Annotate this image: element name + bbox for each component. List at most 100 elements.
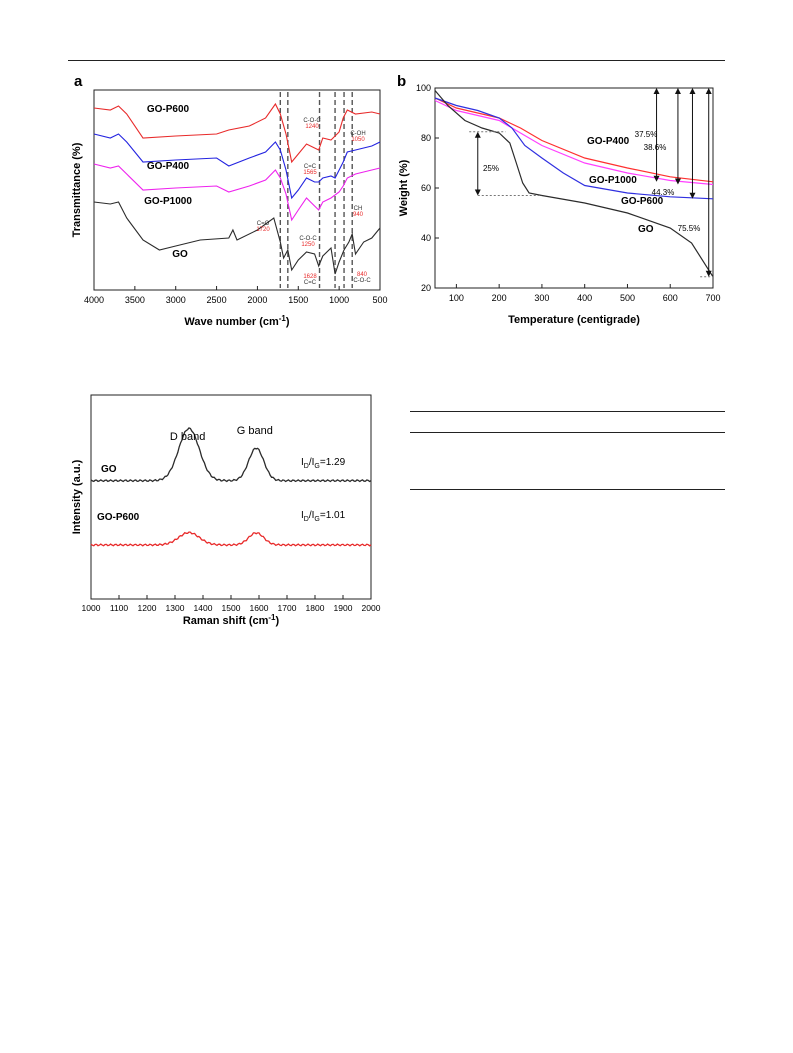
tga-percent-label: 38.6% <box>644 143 667 152</box>
ftir-annotation: C-O-C <box>299 236 317 242</box>
ftir-annotation: 940 <box>353 212 364 218</box>
ftir-ylabel: Transmittance (%) <box>71 142 83 237</box>
ftir-annotation: 1565 <box>303 170 317 176</box>
tga-series-go-p400 <box>434 97 714 183</box>
raman-ylabel: Intensity (a.u.) <box>71 459 83 534</box>
ftir-xtick-label: 3000 <box>166 295 186 305</box>
ftir-annotation: CH <box>354 206 363 212</box>
ftir-series-label: GO <box>172 249 188 260</box>
ftir-annotation: 1050 <box>351 137 365 143</box>
ftir-annotation: C=O <box>257 221 270 227</box>
ftir-series-go-p1000 <box>93 163 381 222</box>
raman-xlabel: Raman shift (cm-1) <box>183 613 280 627</box>
raman-band-label: G band <box>237 425 273 437</box>
ftir-series-label: GO-P1000 <box>144 196 192 207</box>
ftir-annotation: 840 <box>357 272 368 278</box>
tga-ylabel: Weight (%) <box>398 159 410 216</box>
tga-arrow-head <box>674 88 681 94</box>
raman-xtick-label: 1500 <box>222 603 241 613</box>
tga-ytick-label: 40 <box>421 233 431 243</box>
tga-xtick-label: 500 <box>620 293 635 303</box>
table-top-rule <box>410 411 725 412</box>
ftir-xtick-label: 1500 <box>288 295 308 305</box>
tga-arrow-head <box>705 88 712 94</box>
raman-ratio-label: ID/IG=1.29 <box>301 457 346 470</box>
tga-series-label: GO-P400 <box>587 136 630 147</box>
raman-xtick-label: 1600 <box>250 603 269 613</box>
tga-arrow-head <box>653 88 660 94</box>
tga-ytick-label: 20 <box>421 283 431 293</box>
tga-ytick-label: 60 <box>421 183 431 193</box>
raman-xtick-label: 1000 <box>82 603 101 613</box>
raman-xtick-label: 1900 <box>334 603 353 613</box>
ftir-xtick-label: 2500 <box>207 295 227 305</box>
header-rule <box>68 60 725 61</box>
ftir-series-label: GO-P600 <box>147 104 190 115</box>
ftir-annotation: C=C <box>304 164 317 170</box>
tga-arrow-head <box>689 192 696 199</box>
raman-xtick-label: 1400 <box>194 603 213 613</box>
table-header-rule <box>410 432 725 433</box>
tga-xtick-label: 700 <box>705 293 720 303</box>
tga-arrow-head <box>474 189 481 196</box>
tga-arrow-head <box>689 88 696 94</box>
tga-series-label: GO <box>638 224 654 235</box>
ftir-xtick-label: 1000 <box>329 295 349 305</box>
tga-percent-label: 75.5% <box>678 224 701 233</box>
tga-xtick-label: 100 <box>449 293 464 303</box>
ftir-xtick-label: 3500 <box>125 295 145 305</box>
ftir-series-go <box>93 201 381 275</box>
tga-xtick-label: 400 <box>577 293 592 303</box>
raman-band-label: D band <box>170 431 205 443</box>
panel-b-letter: b <box>397 73 406 90</box>
tga-arrow-head <box>674 178 681 185</box>
raman-series-go <box>90 427 372 483</box>
raman-xtick-label: 1800 <box>306 603 325 613</box>
ftir-annotation: C=C <box>304 280 317 286</box>
raman-xtick-label: 1100 <box>110 603 129 613</box>
tga-arrow-head <box>474 131 481 138</box>
tga-chart: b 100 200 300 400 500 600 700 20 40 60 80 100 GO-P4… <box>397 73 721 326</box>
tga-series-go <box>434 90 714 278</box>
ftir-xlabel: Wave number (cm-1) <box>184 314 289 328</box>
ftir-xtick-label: 2000 <box>247 295 267 305</box>
tga-arrow-head <box>653 175 660 182</box>
ftir-series-go-p400 <box>93 133 381 200</box>
ftir-annotation: 1720 <box>256 227 270 233</box>
tga-xlabel: Temperature (centigrade) <box>508 314 640 326</box>
ftir-annotation: 1250 <box>301 242 315 248</box>
raman-series-label: GO-P600 <box>97 512 140 523</box>
tga-xtick-label: 600 <box>663 293 678 303</box>
tga-xtick-label: 200 <box>492 293 507 303</box>
tga-percent-label: 44.3% <box>652 188 675 197</box>
table-bottom-rule <box>410 489 725 490</box>
raman-xtick-label: 1200 <box>138 603 157 613</box>
tga-xtick-label: 300 <box>534 293 549 303</box>
raman-series-go-p600 <box>90 531 372 547</box>
tga-series-go-p1000 <box>434 99 714 186</box>
raman-xtick-label: 1300 <box>166 603 185 613</box>
tga-series-label: GO-P600 <box>621 196 664 207</box>
tga-series-label: GO-P1000 <box>589 175 637 186</box>
ftir-xtick-label: 500 <box>372 295 387 305</box>
raman-xtick-label: 2000 <box>362 603 381 613</box>
ftir-chart: a 4000 3500 3000 2500 2000 1500 1000 500 GO-P60… <box>71 73 388 328</box>
ftir-annotation: C-O-C <box>303 118 321 124</box>
ftir-annotation: C-OH <box>350 131 365 137</box>
ftir-xtick-label: 4000 <box>84 295 104 305</box>
tga-percent-label: 25% <box>483 164 499 173</box>
ftir-series-go-p600 <box>93 102 381 164</box>
ftir-annotation: 1240 <box>305 124 319 130</box>
tga-ytick-label: 80 <box>421 133 431 143</box>
ftir-series-label: GO-P400 <box>147 161 190 172</box>
ftir-annotation: 1628 <box>303 274 317 280</box>
tga-ytick-label: 100 <box>416 83 431 93</box>
raman-ratio-label: ID/IG=1.01 <box>301 510 346 523</box>
tga-arrow-head <box>705 270 712 277</box>
tga-percent-label: 37.5% <box>635 130 658 139</box>
raman-series-label: GO <box>101 464 117 475</box>
raman-xtick-label: 1700 <box>278 603 297 613</box>
ftir-annotation: C-O-C <box>353 278 371 284</box>
tga-series-go-p600 <box>434 97 714 200</box>
raman-chart: 1000 1100 1200 1300 1400 1500 1600 1700 1800 1900… <box>71 394 381 627</box>
